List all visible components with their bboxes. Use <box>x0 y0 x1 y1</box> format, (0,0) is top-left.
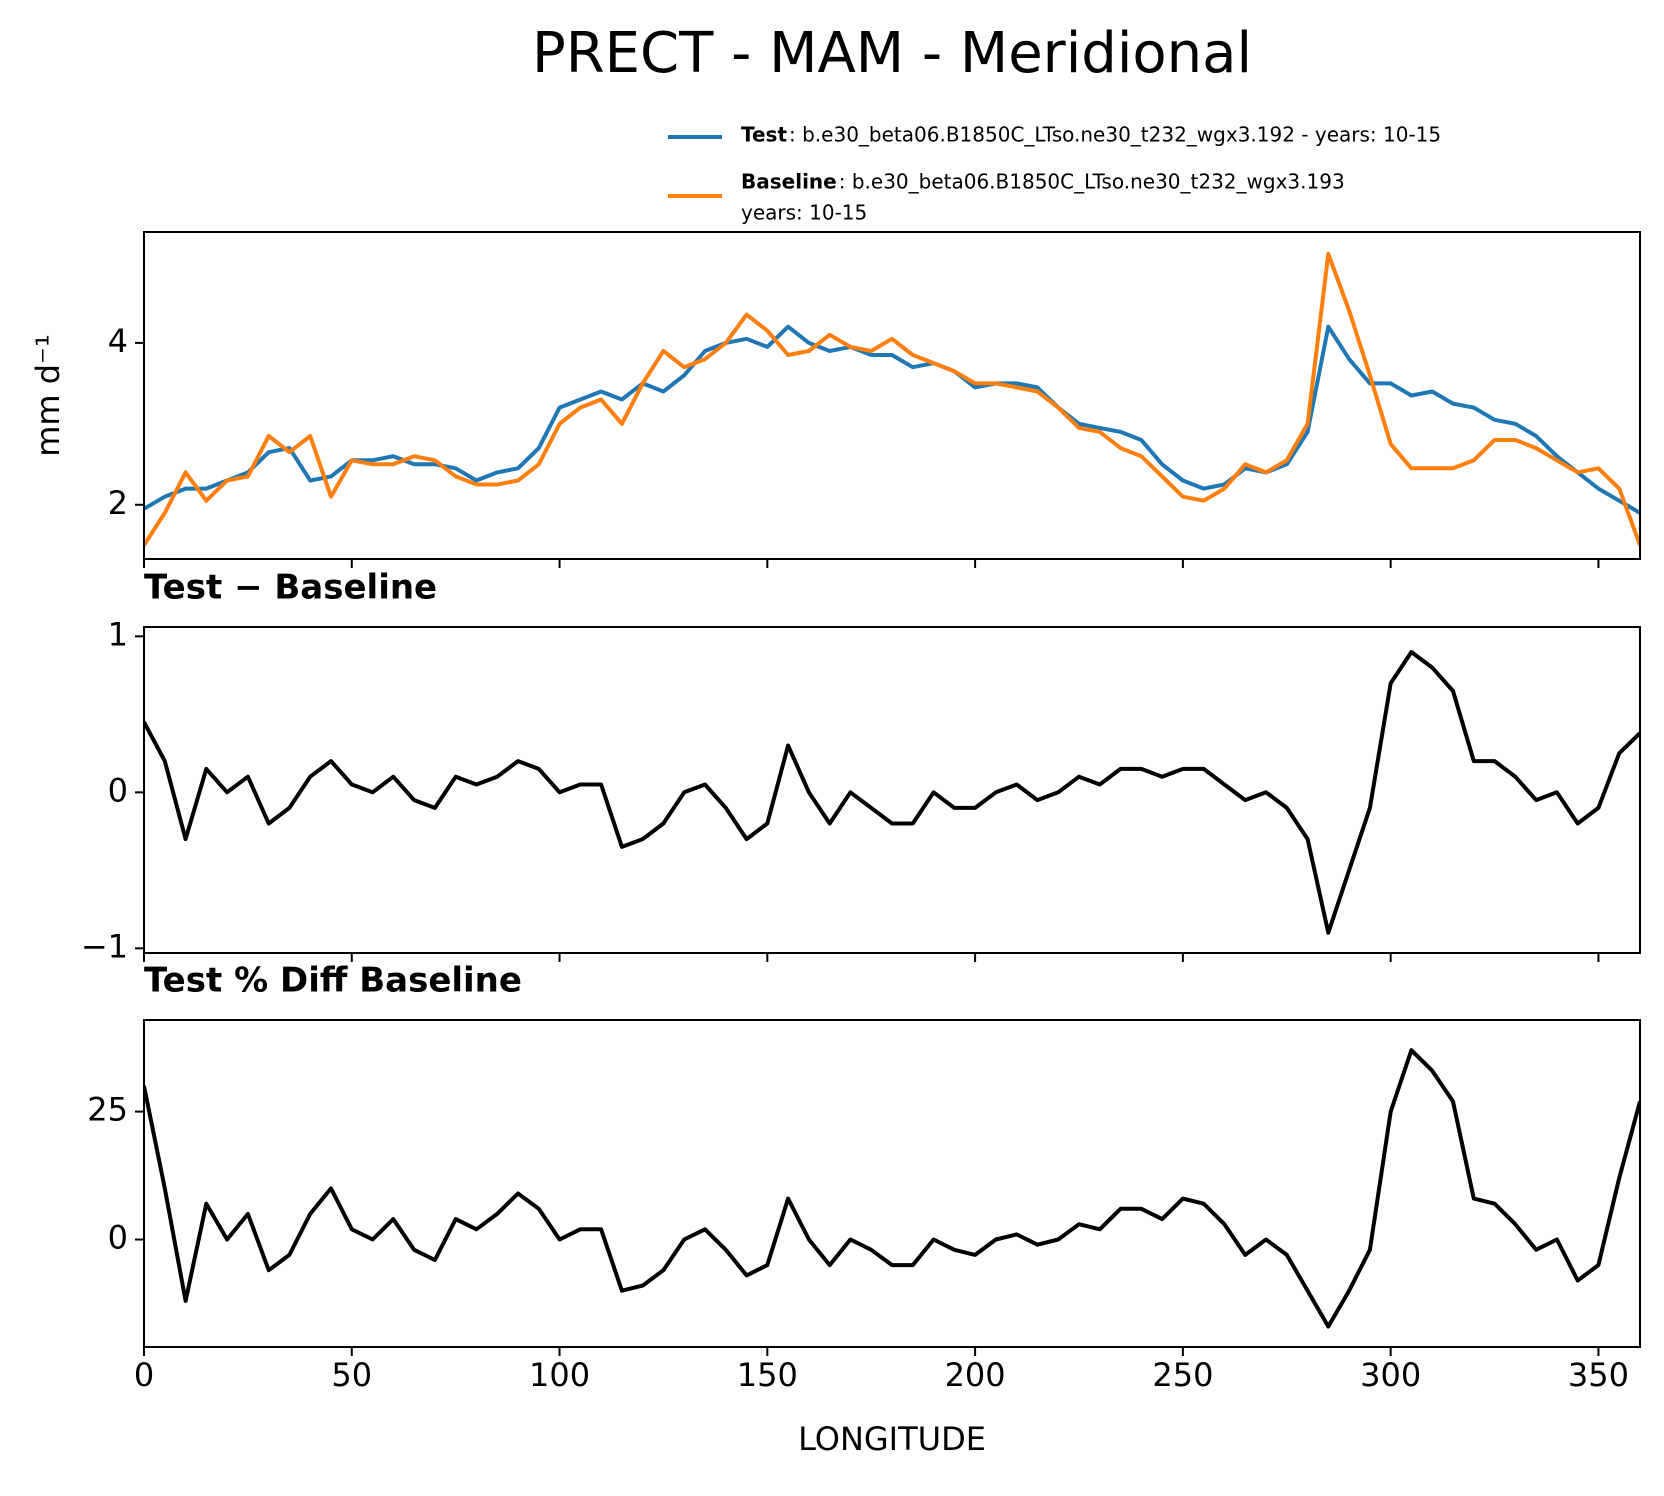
legend-name: Baseline <box>741 170 837 194</box>
axes-frame <box>143 626 1641 954</box>
x-tick-label: 150 <box>737 1356 798 1394</box>
plot-area <box>144 1048 1640 1329</box>
x-tick-label: 250 <box>1152 1356 1213 1394</box>
y-tick-label: 0 <box>108 1219 128 1257</box>
x-tick-label: 300 <box>1360 1356 1421 1394</box>
data-line <box>144 324 1640 515</box>
axes-frame <box>143 231 1641 560</box>
legend-label: : b.e30_beta06.B1850C_LTso.ne30_t232_wgx… <box>839 170 1345 194</box>
legend-label: years: 10-15 <box>741 201 867 225</box>
x-tick-label: 200 <box>945 1356 1006 1394</box>
y-axis-label: mm d⁻¹ <box>29 334 67 457</box>
panel-title: Test − Baseline <box>144 568 437 608</box>
y-tick-label: −1 <box>81 927 128 965</box>
x-tick-label: 50 <box>331 1356 372 1394</box>
y-tick-label: 1 <box>108 615 128 653</box>
plot-area <box>144 650 1640 935</box>
figure-title: PRECT - MAM - Meridional <box>532 21 1252 86</box>
y-tick-label: 0 <box>108 771 128 809</box>
plot-area <box>144 251 1640 547</box>
y-tick-label: 25 <box>87 1091 128 1129</box>
legend-name: Test <box>741 123 787 147</box>
x-axis-label: LONGITUDE <box>798 1420 986 1458</box>
y-tick-label: 4 <box>108 322 128 360</box>
data-line <box>144 1048 1640 1329</box>
axes-frame <box>143 1019 1641 1348</box>
panel-title: Test % Diff Baseline <box>144 961 522 1001</box>
legend-label: : b.e30_beta06.B1850C_LTso.ne30_t232_wgx… <box>789 123 1441 147</box>
y-tick-label: 2 <box>108 484 128 522</box>
x-tick-label: 100 <box>529 1356 590 1394</box>
x-tick-label: 350 <box>1568 1356 1629 1394</box>
data-line <box>144 251 1640 547</box>
data-line <box>144 650 1640 935</box>
x-tick-label: 0 <box>134 1356 154 1394</box>
